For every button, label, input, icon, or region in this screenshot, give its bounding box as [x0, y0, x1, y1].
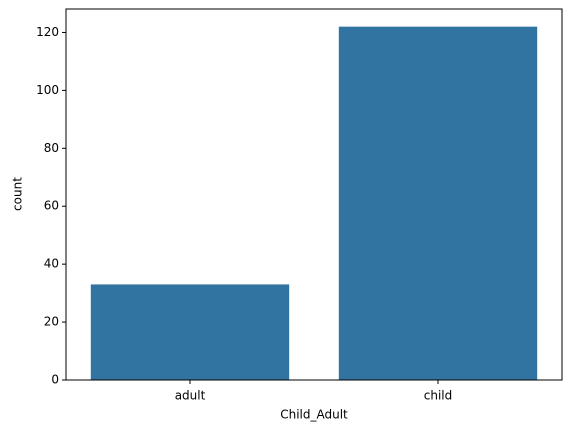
- x-axis-label: Child_Adult: [280, 408, 348, 422]
- plot-frame: [65, 8, 563, 381]
- y-tick-label: 60: [44, 199, 59, 213]
- y-tick-label: 120: [36, 25, 59, 39]
- x-tick-label: child: [424, 389, 453, 403]
- y-tick-label: 20: [44, 315, 59, 329]
- y-tick-label: 100: [36, 83, 59, 97]
- y-tick-label: 80: [44, 141, 59, 155]
- y-tick-label: 0: [51, 373, 59, 387]
- bar: [338, 26, 538, 381]
- x-tick-label: adult: [175, 389, 206, 403]
- bar: [90, 284, 290, 380]
- y-tick-label: 40: [44, 257, 59, 271]
- y-axis-label: count: [11, 177, 25, 211]
